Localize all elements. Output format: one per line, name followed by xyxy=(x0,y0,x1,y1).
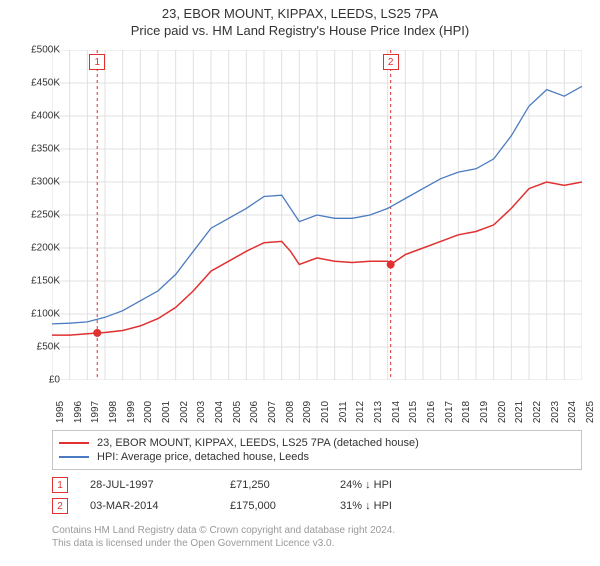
x-tick-label: 2025 xyxy=(585,401,596,423)
legend-label: HPI: Average price, detached house, Leed… xyxy=(97,451,309,463)
legend-label: 23, EBOR MOUNT, KIPPAX, LEEDS, LS25 7PA … xyxy=(97,437,419,449)
title-line2: Price paid vs. HM Land Registry's House … xyxy=(0,23,600,40)
x-tick-label: 1995 xyxy=(55,401,66,423)
sale-badge: 1 xyxy=(52,477,68,493)
x-tick-label: 2016 xyxy=(426,401,437,423)
x-tick-label: 2012 xyxy=(355,401,366,423)
attribution-line2: This data is licensed under the Open Gov… xyxy=(52,537,582,550)
x-tick-label: 2004 xyxy=(214,401,225,423)
sale-date: 03-MAR-2014 xyxy=(90,500,230,512)
y-tick-label: £100K xyxy=(12,309,60,320)
x-tick-label: 2014 xyxy=(391,401,402,423)
x-tick-label: 1999 xyxy=(126,401,137,423)
x-tick-label: 2000 xyxy=(143,401,154,423)
x-tick-label: 2013 xyxy=(373,401,384,423)
chart-marker-badge: 1 xyxy=(89,54,105,70)
chart-marker-badge: 2 xyxy=(383,54,399,70)
x-tick-label: 2008 xyxy=(285,401,296,423)
legend: 23, EBOR MOUNT, KIPPAX, LEEDS, LS25 7PA … xyxy=(52,430,582,470)
y-tick-label: £250K xyxy=(12,210,60,221)
x-tick-label: 2019 xyxy=(479,401,490,423)
sale-delta: 24% ↓ HPI xyxy=(340,479,460,491)
y-tick-label: £450K xyxy=(12,78,60,89)
x-tick-label: 1998 xyxy=(108,401,119,423)
sale-row: 1 28-JUL-1997 £71,250 24% ↓ HPI xyxy=(52,477,582,493)
x-tick-label: 2011 xyxy=(338,401,349,423)
y-tick-label: £400K xyxy=(12,111,60,122)
x-tick-label: 2017 xyxy=(444,401,455,423)
y-tick-label: £500K xyxy=(12,45,60,56)
x-tick-label: 1996 xyxy=(73,401,84,423)
legend-item: 23, EBOR MOUNT, KIPPAX, LEEDS, LS25 7PA … xyxy=(59,437,575,449)
y-tick-label: £0 xyxy=(12,375,60,386)
x-tick-label: 2021 xyxy=(514,401,525,423)
sale-price: £175,000 xyxy=(230,500,340,512)
sale-date: 28-JUL-1997 xyxy=(90,479,230,491)
sale-badge: 2 xyxy=(52,498,68,514)
x-tick-label: 2023 xyxy=(550,401,561,423)
x-tick-label: 2020 xyxy=(497,401,508,423)
y-tick-label: £200K xyxy=(12,243,60,254)
legend-swatch xyxy=(59,442,89,444)
attribution: Contains HM Land Registry data © Crown c… xyxy=(52,524,582,550)
sales-table: 1 28-JUL-1997 £71,250 24% ↓ HPI 2 03-MAR… xyxy=(52,472,582,519)
sale-row: 2 03-MAR-2014 £175,000 31% ↓ HPI xyxy=(52,498,582,514)
x-tick-label: 2006 xyxy=(249,401,260,423)
x-tick-label: 2003 xyxy=(196,401,207,423)
legend-swatch xyxy=(59,456,89,458)
x-tick-label: 2002 xyxy=(179,401,190,423)
chart-title: 23, EBOR MOUNT, KIPPAX, LEEDS, LS25 7PA … xyxy=(0,6,600,40)
y-tick-label: £50K xyxy=(12,342,60,353)
x-tick-label: 2018 xyxy=(461,401,472,423)
chart xyxy=(52,50,582,380)
sale-delta: 31% ↓ HPI xyxy=(340,500,460,512)
x-tick-label: 2005 xyxy=(232,401,243,423)
y-tick-label: £350K xyxy=(12,144,60,155)
y-tick-label: £150K xyxy=(12,276,60,287)
x-tick-label: 2001 xyxy=(161,401,172,423)
x-tick-label: 2022 xyxy=(532,401,543,423)
chart-svg xyxy=(52,50,582,380)
x-tick-label: 2007 xyxy=(267,401,278,423)
title-line1: 23, EBOR MOUNT, KIPPAX, LEEDS, LS25 7PA xyxy=(0,6,600,23)
x-tick-label: 2009 xyxy=(302,401,313,423)
x-tick-label: 2024 xyxy=(567,401,578,423)
x-tick-label: 2015 xyxy=(408,401,419,423)
y-tick-label: £300K xyxy=(12,177,60,188)
sale-price: £71,250 xyxy=(230,479,340,491)
attribution-line1: Contains HM Land Registry data © Crown c… xyxy=(52,524,582,537)
x-tick-label: 2010 xyxy=(320,401,331,423)
legend-item: HPI: Average price, detached house, Leed… xyxy=(59,451,575,463)
x-tick-label: 1997 xyxy=(90,401,101,423)
